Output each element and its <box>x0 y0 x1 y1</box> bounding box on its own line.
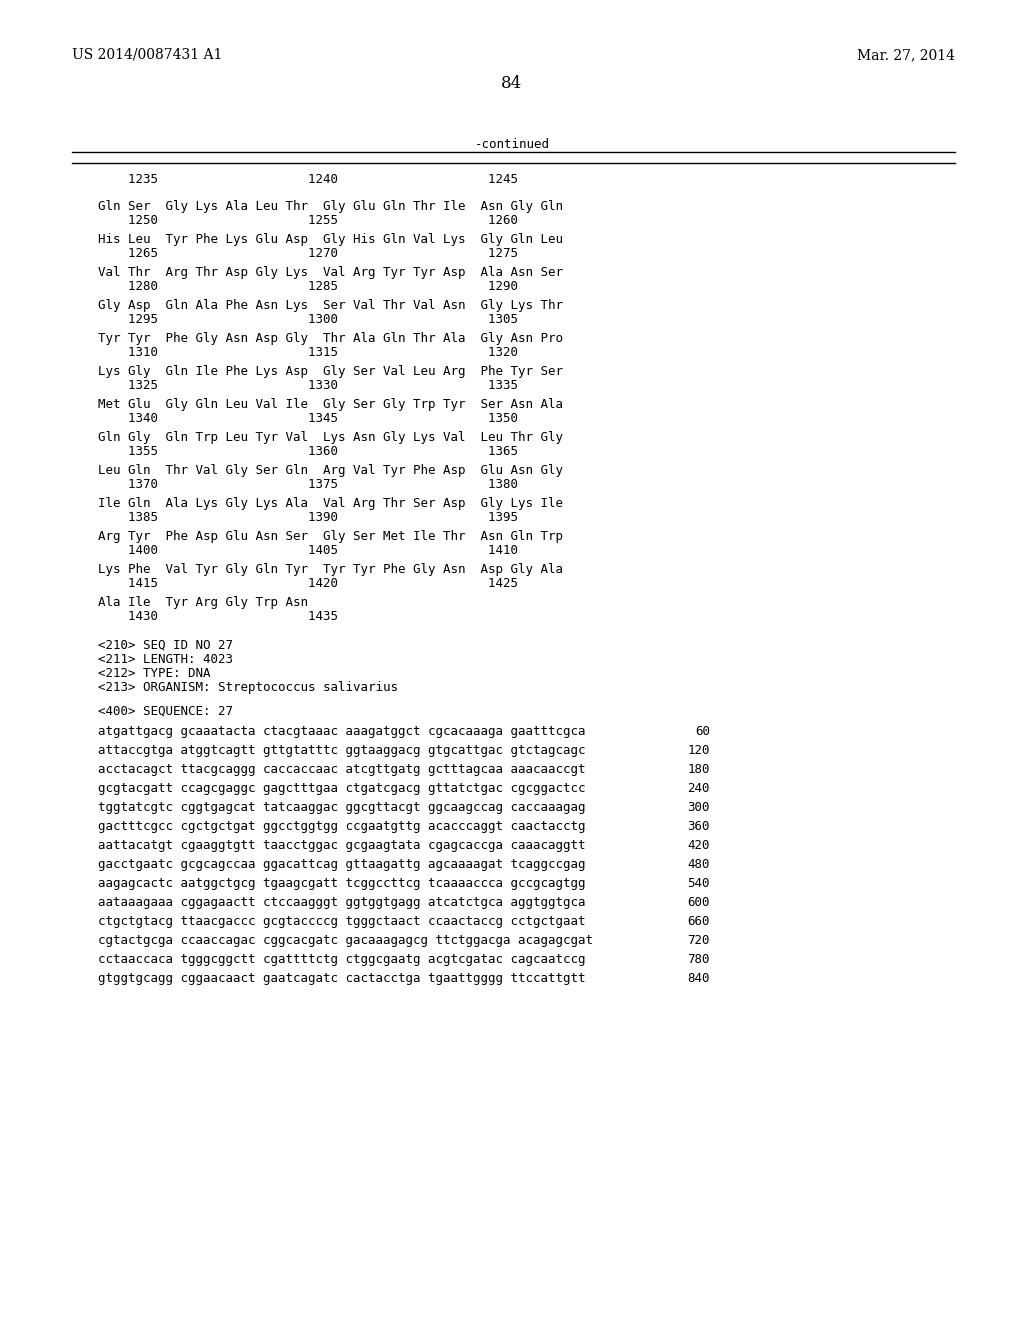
Text: gacctgaatc gcgcagccaa ggacattcag gttaagattg agcaaaagat tcaggccgag: gacctgaatc gcgcagccaa ggacattcag gttaaga… <box>98 858 586 871</box>
Text: acctacagct ttacgcaggg caccaccaac atcgttgatg gctttagcaa aaacaaccgt: acctacagct ttacgcaggg caccaccaac atcgttg… <box>98 763 586 776</box>
Text: <210> SEQ ID NO 27: <210> SEQ ID NO 27 <box>98 639 233 652</box>
Text: attaccgtga atggtcagtt gttgtatttc ggtaaggacg gtgcattgac gtctagcagc: attaccgtga atggtcagtt gttgtatttc ggtaagg… <box>98 744 586 756</box>
Text: Gly Asp  Gln Ala Phe Asn Lys  Ser Val Thr Val Asn  Gly Lys Thr: Gly Asp Gln Ala Phe Asn Lys Ser Val Thr … <box>98 300 563 312</box>
Text: 600: 600 <box>687 896 710 909</box>
Text: <212> TYPE: DNA: <212> TYPE: DNA <box>98 667 211 680</box>
Text: 60: 60 <box>695 725 710 738</box>
Text: 840: 840 <box>687 972 710 985</box>
Text: 300: 300 <box>687 801 710 814</box>
Text: 1295                    1300                    1305: 1295 1300 1305 <box>98 313 518 326</box>
Text: 1235                    1240                    1245: 1235 1240 1245 <box>98 173 518 186</box>
Text: 1415                    1420                    1425: 1415 1420 1425 <box>98 577 518 590</box>
Text: Met Glu  Gly Gln Leu Val Ile  Gly Ser Gly Trp Tyr  Ser Asn Ala: Met Glu Gly Gln Leu Val Ile Gly Ser Gly … <box>98 399 563 411</box>
Text: Leu Gln  Thr Val Gly Ser Gln  Arg Val Tyr Phe Asp  Glu Asn Gly: Leu Gln Thr Val Gly Ser Gln Arg Val Tyr … <box>98 465 563 477</box>
Text: 480: 480 <box>687 858 710 871</box>
Text: Tyr Tyr  Phe Gly Asn Asp Gly  Thr Ala Gln Thr Ala  Gly Asn Pro: Tyr Tyr Phe Gly Asn Asp Gly Thr Ala Gln … <box>98 333 563 345</box>
Text: Lys Phe  Val Tyr Gly Gln Tyr  Tyr Tyr Phe Gly Asn  Asp Gly Ala: Lys Phe Val Tyr Gly Gln Tyr Tyr Tyr Phe … <box>98 564 563 576</box>
Text: Mar. 27, 2014: Mar. 27, 2014 <box>857 48 955 62</box>
Text: 720: 720 <box>687 935 710 946</box>
Text: tggtatcgtc cggtgagcat tatcaaggac ggcgttacgt ggcaagccag caccaaagag: tggtatcgtc cggtgagcat tatcaaggac ggcgtta… <box>98 801 586 814</box>
Text: aattacatgt cgaaggtgtt taacctggac gcgaagtata cgagcaccga caaacaggtt: aattacatgt cgaaggtgtt taacctggac gcgaagt… <box>98 840 586 851</box>
Text: 780: 780 <box>687 953 710 966</box>
Text: Gln Gly  Gln Trp Leu Tyr Val  Lys Asn Gly Lys Val  Leu Thr Gly: Gln Gly Gln Trp Leu Tyr Val Lys Asn Gly … <box>98 432 563 444</box>
Text: 1325                    1330                    1335: 1325 1330 1335 <box>98 379 518 392</box>
Text: 540: 540 <box>687 876 710 890</box>
Text: 1250                    1255                    1260: 1250 1255 1260 <box>98 214 518 227</box>
Text: 1400                    1405                    1410: 1400 1405 1410 <box>98 544 518 557</box>
Text: 1370                    1375                    1380: 1370 1375 1380 <box>98 478 518 491</box>
Text: 1265                    1270                    1275: 1265 1270 1275 <box>98 247 518 260</box>
Text: gactttcgcc cgctgctgat ggcctggtgg ccgaatgttg acacccaggt caactacctg: gactttcgcc cgctgctgat ggcctggtgg ccgaatg… <box>98 820 586 833</box>
Text: 1280                    1285                    1290: 1280 1285 1290 <box>98 280 518 293</box>
Text: <400> SEQUENCE: 27: <400> SEQUENCE: 27 <box>98 705 233 718</box>
Text: gcgtacgatt ccagcgaggc gagctttgaa ctgatcgacg gttatctgac cgcggactcc: gcgtacgatt ccagcgaggc gagctttgaa ctgatcg… <box>98 781 586 795</box>
Text: <211> LENGTH: 4023: <211> LENGTH: 4023 <box>98 653 233 667</box>
Text: 120: 120 <box>687 744 710 756</box>
Text: 1355                    1360                    1365: 1355 1360 1365 <box>98 445 518 458</box>
Text: 240: 240 <box>687 781 710 795</box>
Text: 1430                    1435: 1430 1435 <box>98 610 338 623</box>
Text: Gln Ser  Gly Lys Ala Leu Thr  Gly Glu Gln Thr Ile  Asn Gly Gln: Gln Ser Gly Lys Ala Leu Thr Gly Glu Gln … <box>98 201 563 213</box>
Text: 1340                    1345                    1350: 1340 1345 1350 <box>98 412 518 425</box>
Text: -continued: -continued <box>474 139 550 150</box>
Text: <213> ORGANISM: Streptococcus salivarius: <213> ORGANISM: Streptococcus salivarius <box>98 681 398 694</box>
Text: 84: 84 <box>502 75 522 92</box>
Text: Ala Ile  Tyr Arg Gly Trp Asn: Ala Ile Tyr Arg Gly Trp Asn <box>98 597 308 609</box>
Text: 360: 360 <box>687 820 710 833</box>
Text: His Leu  Tyr Phe Lys Glu Asp  Gly His Gln Val Lys  Gly Gln Leu: His Leu Tyr Phe Lys Glu Asp Gly His Gln … <box>98 234 563 246</box>
Text: US 2014/0087431 A1: US 2014/0087431 A1 <box>72 48 222 62</box>
Text: atgattgacg gcaaatacta ctacgtaaac aaagatggct cgcacaaaga gaatttcgca: atgattgacg gcaaatacta ctacgtaaac aaagatg… <box>98 725 586 738</box>
Text: cgtactgcga ccaaccagac cggcacgatc gacaaagagcg ttctggacga acagagcgat: cgtactgcga ccaaccagac cggcacgatc gacaaag… <box>98 935 593 946</box>
Text: aagagcactc aatggctgcg tgaagcgatt tcggccttcg tcaaaaccca gccgcagtgg: aagagcactc aatggctgcg tgaagcgatt tcggcct… <box>98 876 586 890</box>
Text: 1310                    1315                    1320: 1310 1315 1320 <box>98 346 518 359</box>
Text: 660: 660 <box>687 915 710 928</box>
Text: gtggtgcagg cggaacaact gaatcagatc cactacctga tgaattgggg ttccattgtt: gtggtgcagg cggaacaact gaatcagatc cactacc… <box>98 972 586 985</box>
Text: aataaagaaa cggagaactt ctccaagggt ggtggtgagg atcatctgca aggtggtgca: aataaagaaa cggagaactt ctccaagggt ggtggtg… <box>98 896 586 909</box>
Text: Ile Gln  Ala Lys Gly Lys Ala  Val Arg Thr Ser Asp  Gly Lys Ile: Ile Gln Ala Lys Gly Lys Ala Val Arg Thr … <box>98 498 563 510</box>
Text: 180: 180 <box>687 763 710 776</box>
Text: Val Thr  Arg Thr Asp Gly Lys  Val Arg Tyr Tyr Asp  Ala Asn Ser: Val Thr Arg Thr Asp Gly Lys Val Arg Tyr … <box>98 267 563 279</box>
Text: cctaaccaca tgggcggctt cgattttctg ctggcgaatg acgtcgatac cagcaatccg: cctaaccaca tgggcggctt cgattttctg ctggcga… <box>98 953 586 966</box>
Text: 1385                    1390                    1395: 1385 1390 1395 <box>98 511 518 524</box>
Text: Lys Gly  Gln Ile Phe Lys Asp  Gly Ser Val Leu Arg  Phe Tyr Ser: Lys Gly Gln Ile Phe Lys Asp Gly Ser Val … <box>98 366 563 378</box>
Text: ctgctgtacg ttaacgaccc gcgtaccccg tgggctaact ccaactaccg cctgctgaat: ctgctgtacg ttaacgaccc gcgtaccccg tgggcta… <box>98 915 586 928</box>
Text: Arg Tyr  Phe Asp Glu Asn Ser  Gly Ser Met Ile Thr  Asn Gln Trp: Arg Tyr Phe Asp Glu Asn Ser Gly Ser Met … <box>98 531 563 543</box>
Text: 420: 420 <box>687 840 710 851</box>
